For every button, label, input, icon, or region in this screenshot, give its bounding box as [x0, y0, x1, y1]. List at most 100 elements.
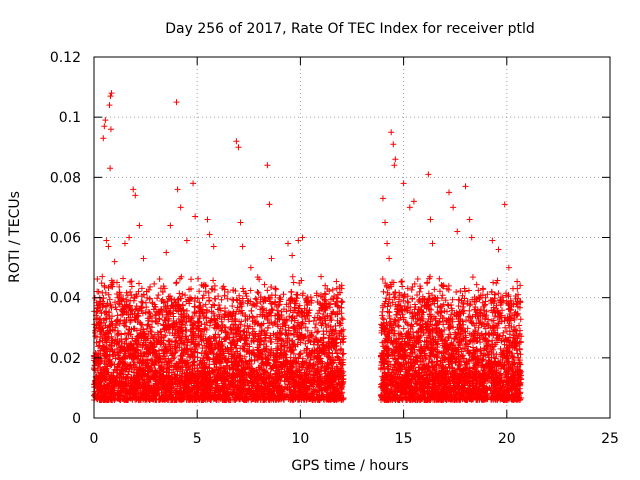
data-point [154, 329, 161, 336]
data-point [123, 289, 130, 296]
data-point [307, 294, 314, 301]
data-point [216, 334, 223, 341]
data-point [313, 321, 320, 328]
data-point [340, 350, 347, 357]
data-point [200, 292, 207, 299]
data-point [143, 325, 150, 332]
data-point [121, 322, 128, 329]
data-point [230, 297, 237, 304]
data-point [139, 321, 146, 328]
data-point [135, 368, 142, 375]
data-point [297, 350, 304, 357]
data-point [155, 291, 162, 298]
data-point [147, 283, 154, 290]
data-point [296, 280, 303, 287]
data-point [304, 327, 311, 334]
data-point [301, 305, 308, 312]
data-point [210, 310, 217, 317]
data-point [312, 324, 319, 331]
data-point [302, 340, 309, 347]
data-point [289, 273, 296, 280]
data-point [124, 292, 131, 299]
data-point [314, 339, 321, 346]
data-point [290, 279, 297, 286]
data-point [320, 328, 327, 335]
data-point [95, 288, 102, 295]
data-point [243, 349, 250, 356]
data-point [218, 327, 225, 334]
data-point [98, 280, 105, 287]
data-point [252, 295, 259, 302]
data-point [329, 286, 336, 293]
data-point [308, 350, 315, 357]
data-point [307, 357, 314, 364]
data-point [266, 335, 273, 342]
data-point [241, 323, 248, 330]
data-point [307, 368, 314, 375]
data-point [105, 285, 112, 292]
data-point [284, 340, 291, 347]
data-point [272, 285, 279, 292]
data-point [243, 293, 250, 300]
data-point [113, 322, 120, 329]
data-point [321, 290, 328, 297]
data-point [315, 328, 322, 335]
data-point [205, 289, 212, 296]
data-point [283, 301, 290, 308]
data-point [182, 333, 189, 340]
data-point [261, 281, 268, 288]
data-point [286, 337, 293, 344]
data-point [226, 366, 233, 373]
data-point [130, 297, 137, 304]
data-point [136, 280, 143, 287]
data-point [188, 276, 195, 283]
data-point [268, 300, 275, 307]
data-point [238, 307, 245, 314]
data-point [334, 350, 341, 357]
data-point [222, 311, 229, 318]
data-point [163, 308, 170, 315]
data-point [210, 301, 217, 308]
data-point [128, 283, 135, 290]
data-point [247, 287, 254, 294]
data-point [139, 299, 146, 306]
chart-title: Day 256 of 2017, Rate Of TEC Index for r… [165, 21, 535, 37]
data-point [232, 288, 239, 295]
data-point [338, 298, 345, 305]
data-point [127, 288, 134, 295]
data-point [280, 291, 287, 298]
data-point [326, 288, 333, 295]
data-point [331, 368, 338, 375]
data-point [275, 307, 282, 314]
data-point [306, 337, 313, 344]
data-point [315, 359, 322, 366]
data-point [100, 295, 107, 302]
data-point [296, 351, 303, 358]
data-point [240, 328, 247, 335]
data-point [248, 307, 255, 314]
data-point [152, 317, 159, 324]
data-point [192, 294, 199, 301]
data-point [276, 301, 283, 308]
data-point [195, 275, 202, 282]
data-point [95, 301, 102, 308]
data-point [138, 285, 145, 292]
data-point [215, 301, 222, 308]
data-point [208, 285, 215, 292]
data-point [121, 330, 128, 337]
data-point [313, 329, 320, 336]
data-point [229, 303, 236, 310]
data-point [144, 294, 151, 301]
data-point [138, 298, 145, 305]
data-point [233, 330, 240, 337]
data-point [212, 295, 219, 302]
data-point [111, 299, 118, 306]
data-point [170, 313, 177, 320]
data-point [97, 338, 104, 345]
data-point [126, 326, 133, 333]
data-point [333, 278, 340, 285]
data-point [339, 298, 346, 305]
data-point [199, 295, 206, 302]
data-point [239, 285, 246, 292]
